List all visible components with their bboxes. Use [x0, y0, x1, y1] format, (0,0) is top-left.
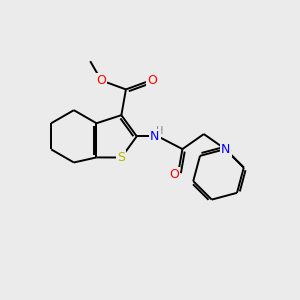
Text: H: H [156, 126, 163, 136]
Text: O: O [96, 74, 106, 87]
Text: O: O [147, 74, 157, 87]
Text: N: N [220, 142, 230, 156]
Text: S: S [117, 151, 125, 164]
Text: S: S [223, 142, 231, 156]
Text: O: O [169, 168, 179, 181]
Text: N: N [150, 130, 160, 143]
